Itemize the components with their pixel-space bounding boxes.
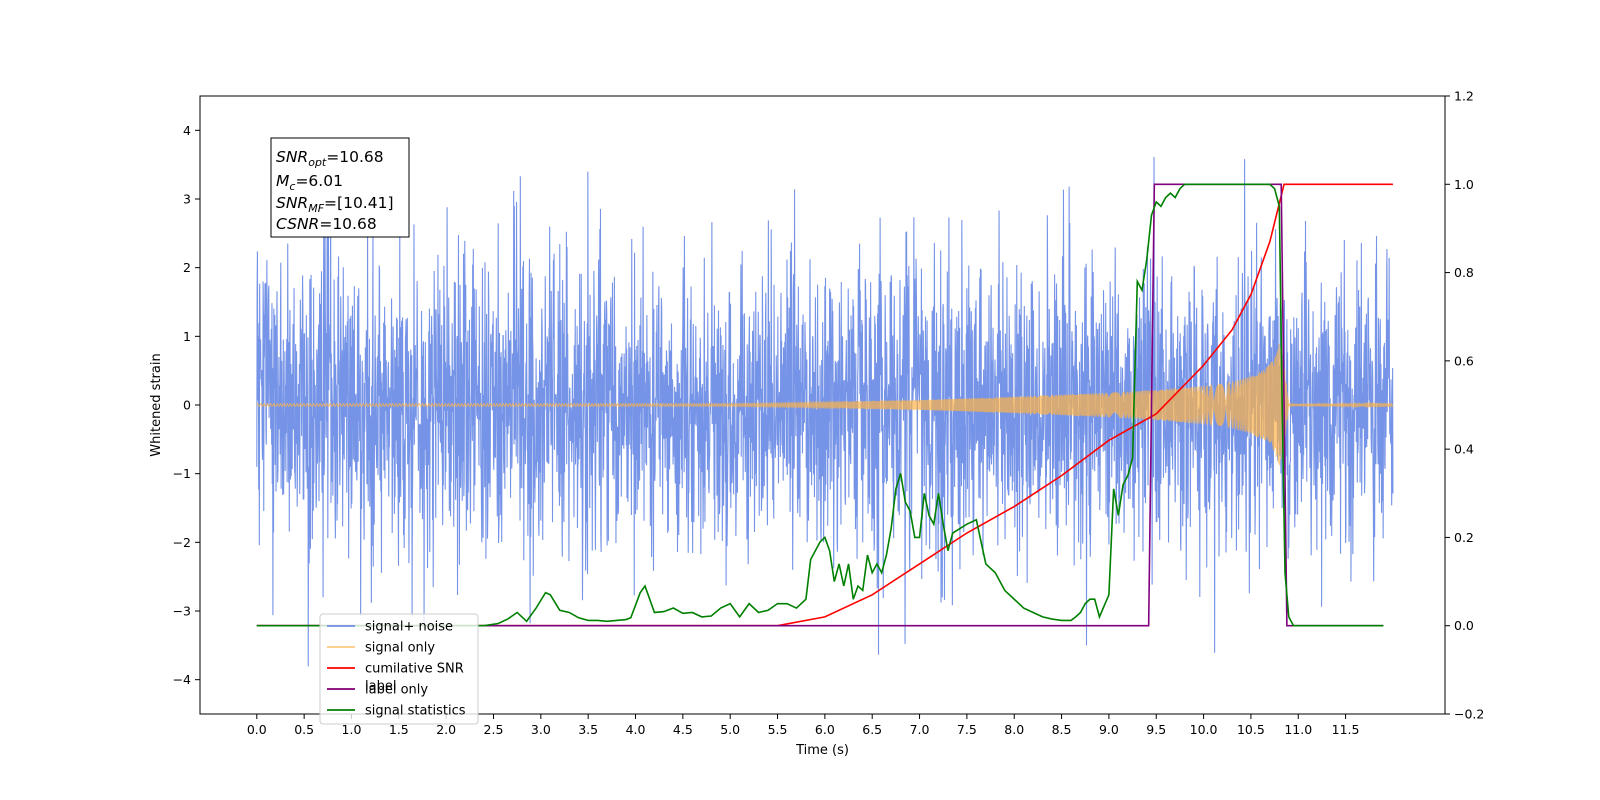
annotation-snr-opt: SNRopt=10.68: [276, 148, 384, 169]
x-tick-label: 9.5: [1146, 722, 1166, 737]
y2-tick-label: 0.0: [1454, 618, 1474, 633]
x-axis-ticks: 0.0 0.5 1.0 1.5 2.0 2.5 3.0 3.5 4.0 4.5 5.0 5.5 6.0 6…: [247, 714, 1360, 737]
x-tick-label: 1.0: [342, 722, 362, 737]
stats-annotation-box: SNRopt=10.68 Mc=6.01 SNRMF=[10.41] CSNR=…: [270, 137, 410, 238]
x-tick-label: 5.5: [768, 722, 788, 737]
y-tick-label: 0: [183, 398, 191, 413]
x-tick-label: 7.5: [957, 722, 977, 737]
x-tick-label: 0.0: [247, 722, 267, 737]
legend-label: label only: [365, 683, 428, 698]
x-tick-label: 6.5: [862, 722, 882, 737]
x-tick-label: 3.5: [578, 722, 598, 737]
y-tick-label: 4: [183, 123, 191, 138]
y2-tick-label: 0.2: [1454, 530, 1474, 545]
y2-axis-ticks: 1.2 1.0 0.8 0.6 0.4 0.2 0.0 −0.2: [1445, 89, 1484, 722]
legend: signal+ noise signal only cumilative SNR…: [319, 613, 479, 725]
x-tick-label: 1.5: [389, 722, 409, 737]
x-tick-label: 3.0: [531, 722, 551, 737]
x-tick-label: 2.0: [436, 722, 456, 737]
x-tick-label: 6.0: [815, 722, 835, 737]
x-tick-label: 0.5: [294, 722, 314, 737]
x-tick-label: 11.5: [1332, 722, 1360, 737]
y-tick-label: 2: [183, 260, 191, 275]
series-cumulative-snr: [256, 183, 1393, 627]
x-axis-label: Time (s): [795, 743, 849, 758]
series-signal-statistics: [256, 183, 1384, 627]
x-tick-label: 10.0: [1190, 722, 1218, 737]
x-tick-label: 10.5: [1237, 722, 1265, 737]
annotation-snr-mf: SNRMF=[10.41]: [276, 194, 394, 215]
x-tick-label: 8.0: [1004, 722, 1024, 737]
x-tick-label: 11.0: [1284, 722, 1312, 737]
y2-tick-label: 0.8: [1454, 265, 1474, 280]
annotation-csnr: CSNR=10.68: [276, 215, 377, 233]
y2-tick-label: 0.6: [1454, 353, 1474, 368]
y2-tick-label: 1.2: [1454, 89, 1474, 104]
series-signal-only: [256, 344, 1394, 466]
legend-label: cumilative SNR: [365, 662, 464, 677]
y-tick-label: 3: [183, 192, 191, 207]
y2-tick-label: 1.0: [1454, 177, 1474, 192]
y2-tick-label: −0.2: [1454, 707, 1484, 722]
annotation-chirp-mass: Mc=6.01: [276, 172, 343, 193]
series-signal-plus-noise: [256, 157, 1394, 667]
y-tick-label: −2: [173, 535, 191, 550]
plot-area: [256, 157, 1394, 667]
legend-label: signal only: [365, 641, 435, 656]
y-axis-label: Whitened strain: [149, 353, 164, 456]
y-tick-label: 1: [183, 329, 191, 344]
x-tick-label: 4.0: [626, 722, 646, 737]
legend-label: signal statistics: [365, 704, 466, 719]
y-tick-label: −1: [173, 466, 191, 481]
x-tick-label: 5.0: [720, 722, 740, 737]
legend-label: signal+ noise: [365, 620, 453, 635]
y-axis-ticks: 4 3 2 1 0 −1 −2 −3 −4: [173, 123, 200, 687]
x-tick-label: 7.0: [910, 722, 930, 737]
x-tick-label: 4.5: [673, 722, 693, 737]
y2-tick-label: 0.4: [1454, 442, 1474, 457]
y-tick-label: −4: [173, 672, 191, 687]
x-tick-label: 9.0: [1099, 722, 1119, 737]
legend-label: label: [365, 679, 396, 694]
x-tick-label: 8.5: [1052, 722, 1072, 737]
y-tick-label: −3: [173, 604, 191, 619]
x-tick-label: 2.5: [484, 722, 504, 737]
